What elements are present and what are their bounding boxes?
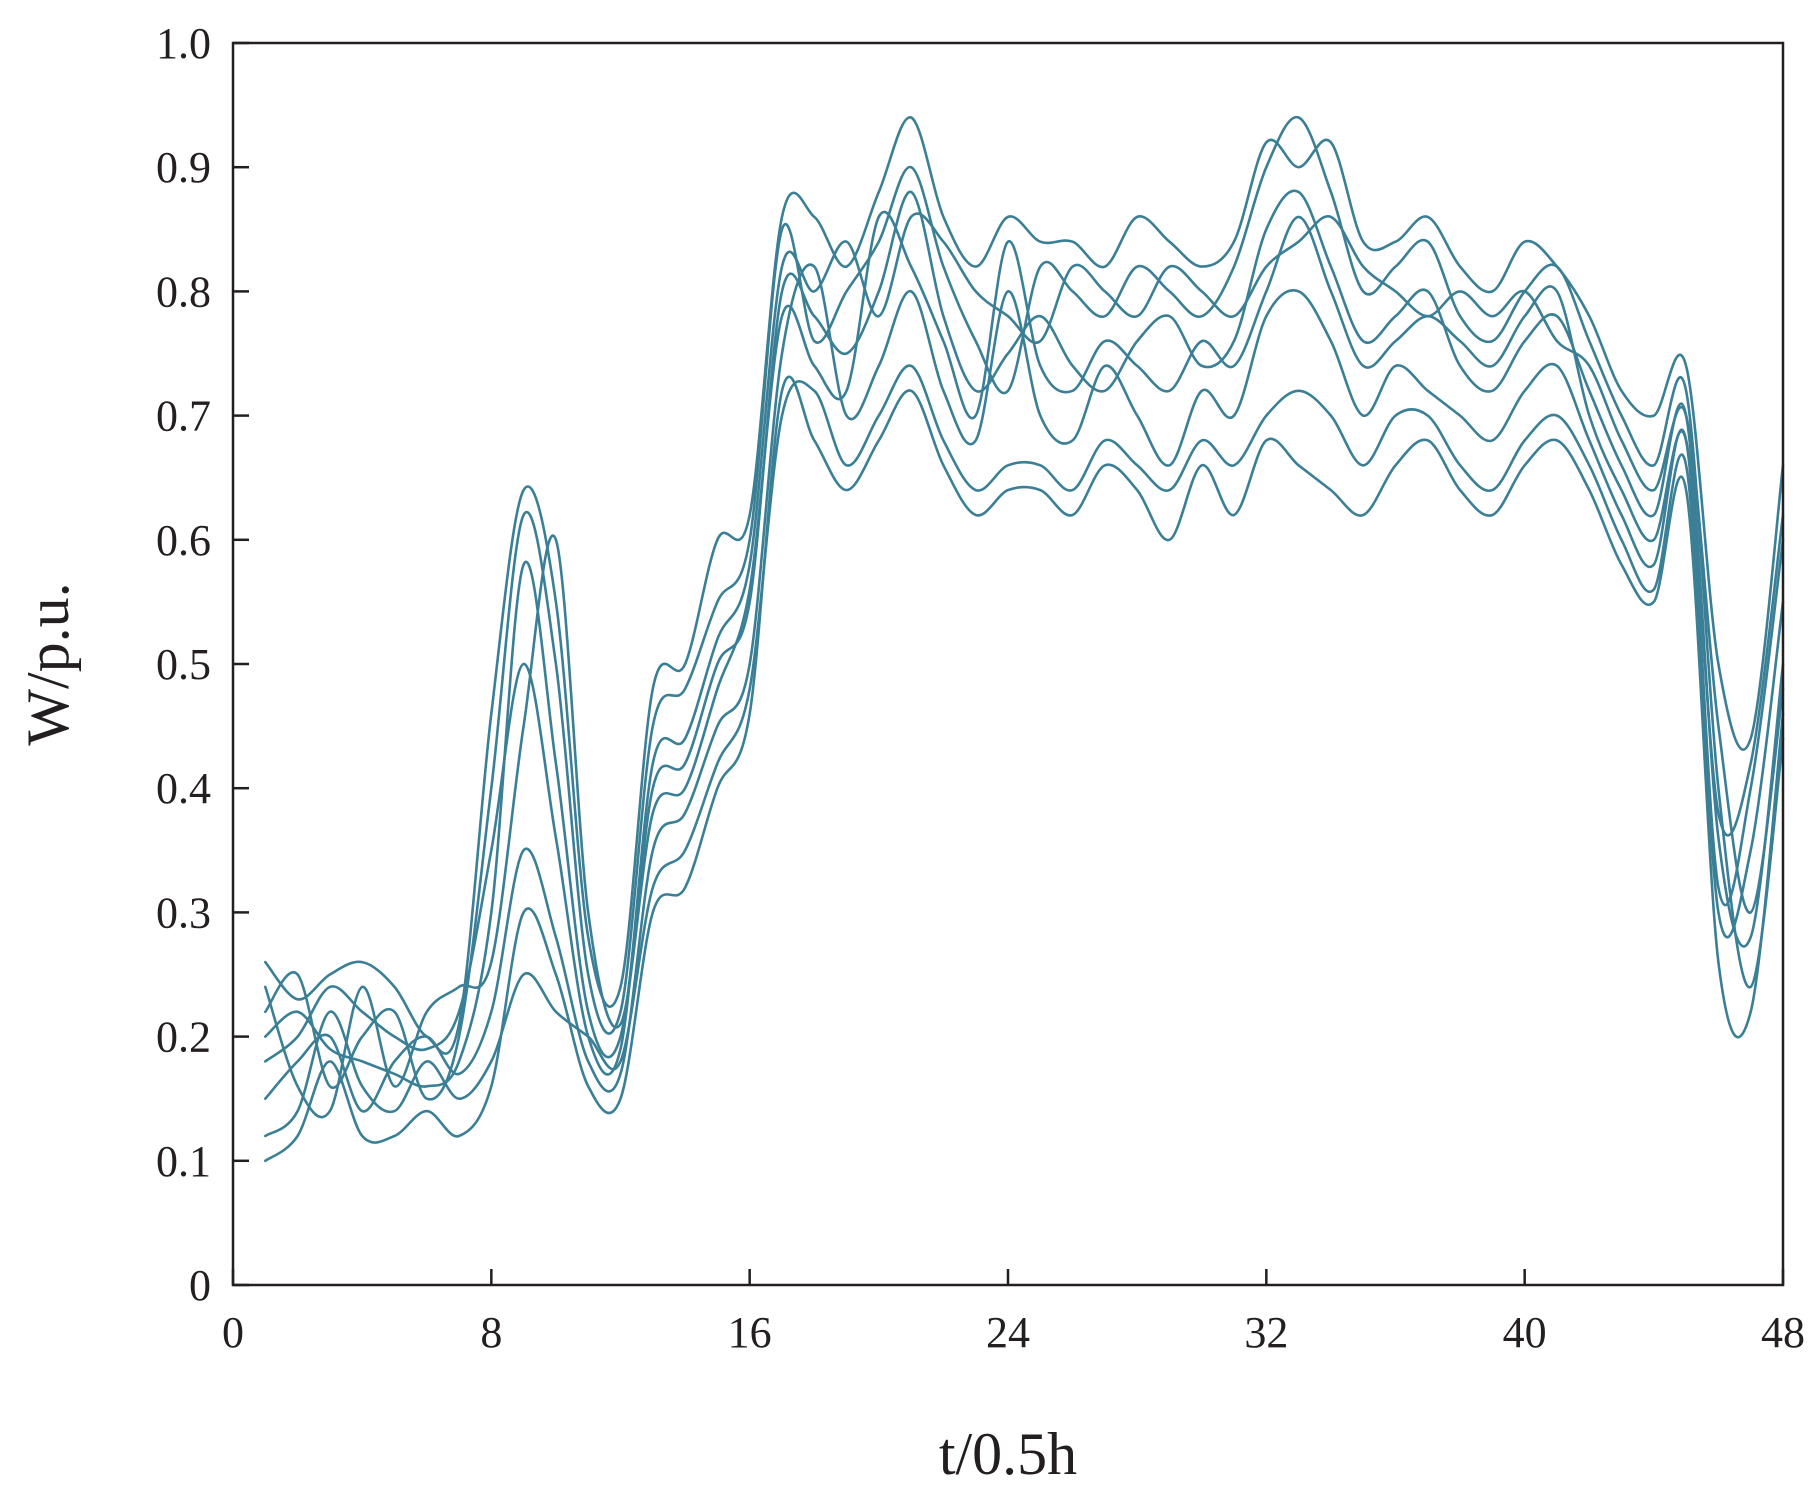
x-tick-label: 16 (728, 1308, 772, 1357)
x-tick-label: 8 (480, 1308, 502, 1357)
x-tick-label: 40 (1503, 1308, 1547, 1357)
x-axis-label: t/0.5h (939, 1421, 1077, 1487)
plot-frame (231, 41, 1785, 1287)
y-axis-label: W/p.u. (15, 582, 81, 745)
y-tick-label: 1.0 (156, 19, 211, 68)
y-tick-label: 0.1 (156, 1137, 211, 1186)
y-tick-label: 0 (189, 1261, 211, 1310)
series-line-3 (264, 116, 1785, 1101)
x-tick-label: 0 (222, 1308, 244, 1357)
x-tick-label: 24 (986, 1308, 1030, 1357)
axis-ticks (231, 41, 1785, 1287)
y-tick-label: 0.8 (156, 267, 211, 316)
series-line-1 (264, 189, 1785, 1088)
y-tick-label: 0.6 (156, 516, 211, 565)
series-line-6 (264, 210, 1785, 1119)
y-tick-label: 0.5 (156, 640, 211, 689)
y-tick-label: 0.4 (156, 764, 211, 813)
y-tick-label: 0.2 (156, 1013, 211, 1062)
series-line-2 (264, 263, 1785, 1113)
series-line-4 (264, 364, 1785, 1138)
series-lines (264, 116, 1785, 1163)
y-tick-label: 0.9 (156, 143, 211, 192)
x-tick-label: 32 (1244, 1308, 1288, 1357)
series-line-8 (264, 116, 1785, 1055)
tick-labels: 0 8 16 24 32 40 48 0 0.1 0.2 0.3 0.4 0.5 0.6 0.7 0.8 0.9… (156, 19, 1805, 1357)
series-line-7 (264, 375, 1785, 1163)
y-tick-label: 0.7 (156, 392, 211, 441)
y-tick-label: 0.3 (156, 888, 211, 937)
x-tick-label: 48 (1761, 1308, 1805, 1357)
